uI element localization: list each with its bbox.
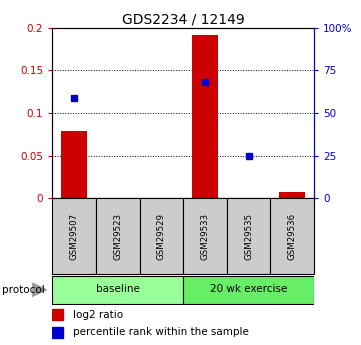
Bar <box>192 35 218 198</box>
Bar <box>140 198 183 274</box>
Text: GSM29507: GSM29507 <box>70 213 79 260</box>
Bar <box>227 198 270 274</box>
Polygon shape <box>32 283 47 297</box>
Text: log2 ratio: log2 ratio <box>73 310 123 320</box>
Bar <box>183 198 227 274</box>
Bar <box>279 191 305 198</box>
Bar <box>96 198 140 274</box>
Bar <box>52 276 183 304</box>
Bar <box>270 198 314 274</box>
Text: 20 wk exercise: 20 wk exercise <box>210 284 287 294</box>
Text: GSM29533: GSM29533 <box>200 213 209 260</box>
Title: GDS2234 / 12149: GDS2234 / 12149 <box>122 12 245 27</box>
Text: percentile rank within the sample: percentile rank within the sample <box>73 327 249 337</box>
Text: GSM29529: GSM29529 <box>157 213 166 260</box>
Bar <box>183 276 314 304</box>
Bar <box>52 198 96 274</box>
Text: protocol: protocol <box>2 285 44 295</box>
Text: GSM29535: GSM29535 <box>244 213 253 260</box>
Bar <box>52 309 63 321</box>
Bar <box>52 327 63 338</box>
Text: GSM29536: GSM29536 <box>288 213 297 260</box>
Bar <box>61 131 87 198</box>
Text: GSM29523: GSM29523 <box>113 213 122 260</box>
Text: baseline: baseline <box>96 284 140 294</box>
